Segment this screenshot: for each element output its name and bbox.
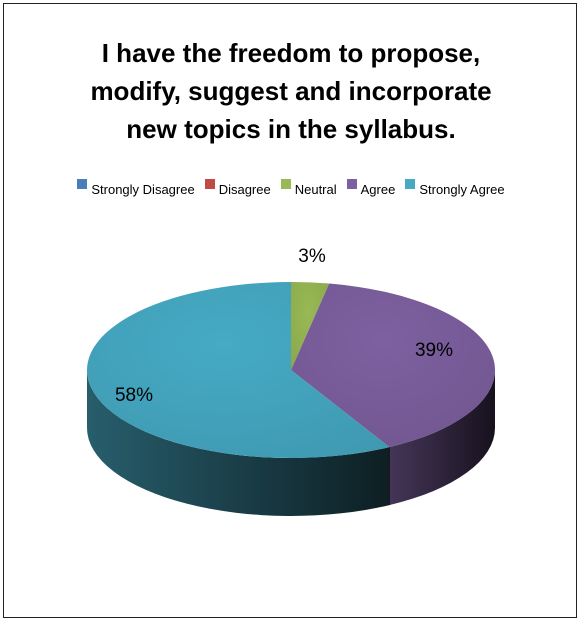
legend-swatch-strongly-agree	[405, 179, 416, 189]
pie-slice-agree	[291, 283, 496, 448]
legend-item-neutral: Neutral	[280, 179, 337, 197]
pie-slice-neutral	[291, 282, 330, 370]
legend-swatch-agree	[346, 179, 357, 189]
chart-frame: I have the freedom to propose, modify, s…	[3, 3, 577, 618]
legend-swatch-disagree	[204, 179, 215, 189]
legend-label-agree: Agree	[360, 182, 396, 197]
legend-label-strongly-disagree: Strongly Disagree	[91, 182, 195, 197]
pie-side-agree	[389, 370, 495, 506]
data-label-agree: 39%	[415, 340, 453, 361]
legend-item-agree: Agree	[346, 179, 396, 197]
data-label-neutral: 3%	[298, 246, 326, 267]
chart-title-line-1: I have the freedom to propose,	[101, 38, 481, 68]
legend-item-strongly-disagree: Strongly Disagree	[77, 179, 195, 197]
chart-title-line-3: new topics in the syllabus.	[126, 114, 456, 144]
data-label-strongly-agree: 58%	[115, 385, 153, 406]
legend-item-disagree: Disagree	[204, 179, 271, 197]
chart-legend: Strongly Disagree Disagree Neutral Agree…	[4, 179, 578, 197]
legend-label-neutral: Neutral	[294, 182, 337, 197]
chart-title: I have the freedom to propose, modify, s…	[4, 34, 578, 148]
pie-chart: 3% 39% 58%	[86, 246, 496, 517]
legend-swatch-strongly-disagree	[77, 179, 88, 189]
pie-side-strongly-agree	[87, 370, 390, 517]
legend-label-disagree: Disagree	[218, 182, 271, 197]
pie-slice-strongly-agree	[86, 282, 390, 458]
legend-item-strongly-agree: Strongly Agree	[405, 179, 505, 197]
legend-label-strongly-agree: Strongly Agree	[419, 182, 505, 197]
legend-swatch-neutral	[280, 179, 291, 189]
chart-title-line-2: modify, suggest and incorporate	[90, 76, 492, 106]
